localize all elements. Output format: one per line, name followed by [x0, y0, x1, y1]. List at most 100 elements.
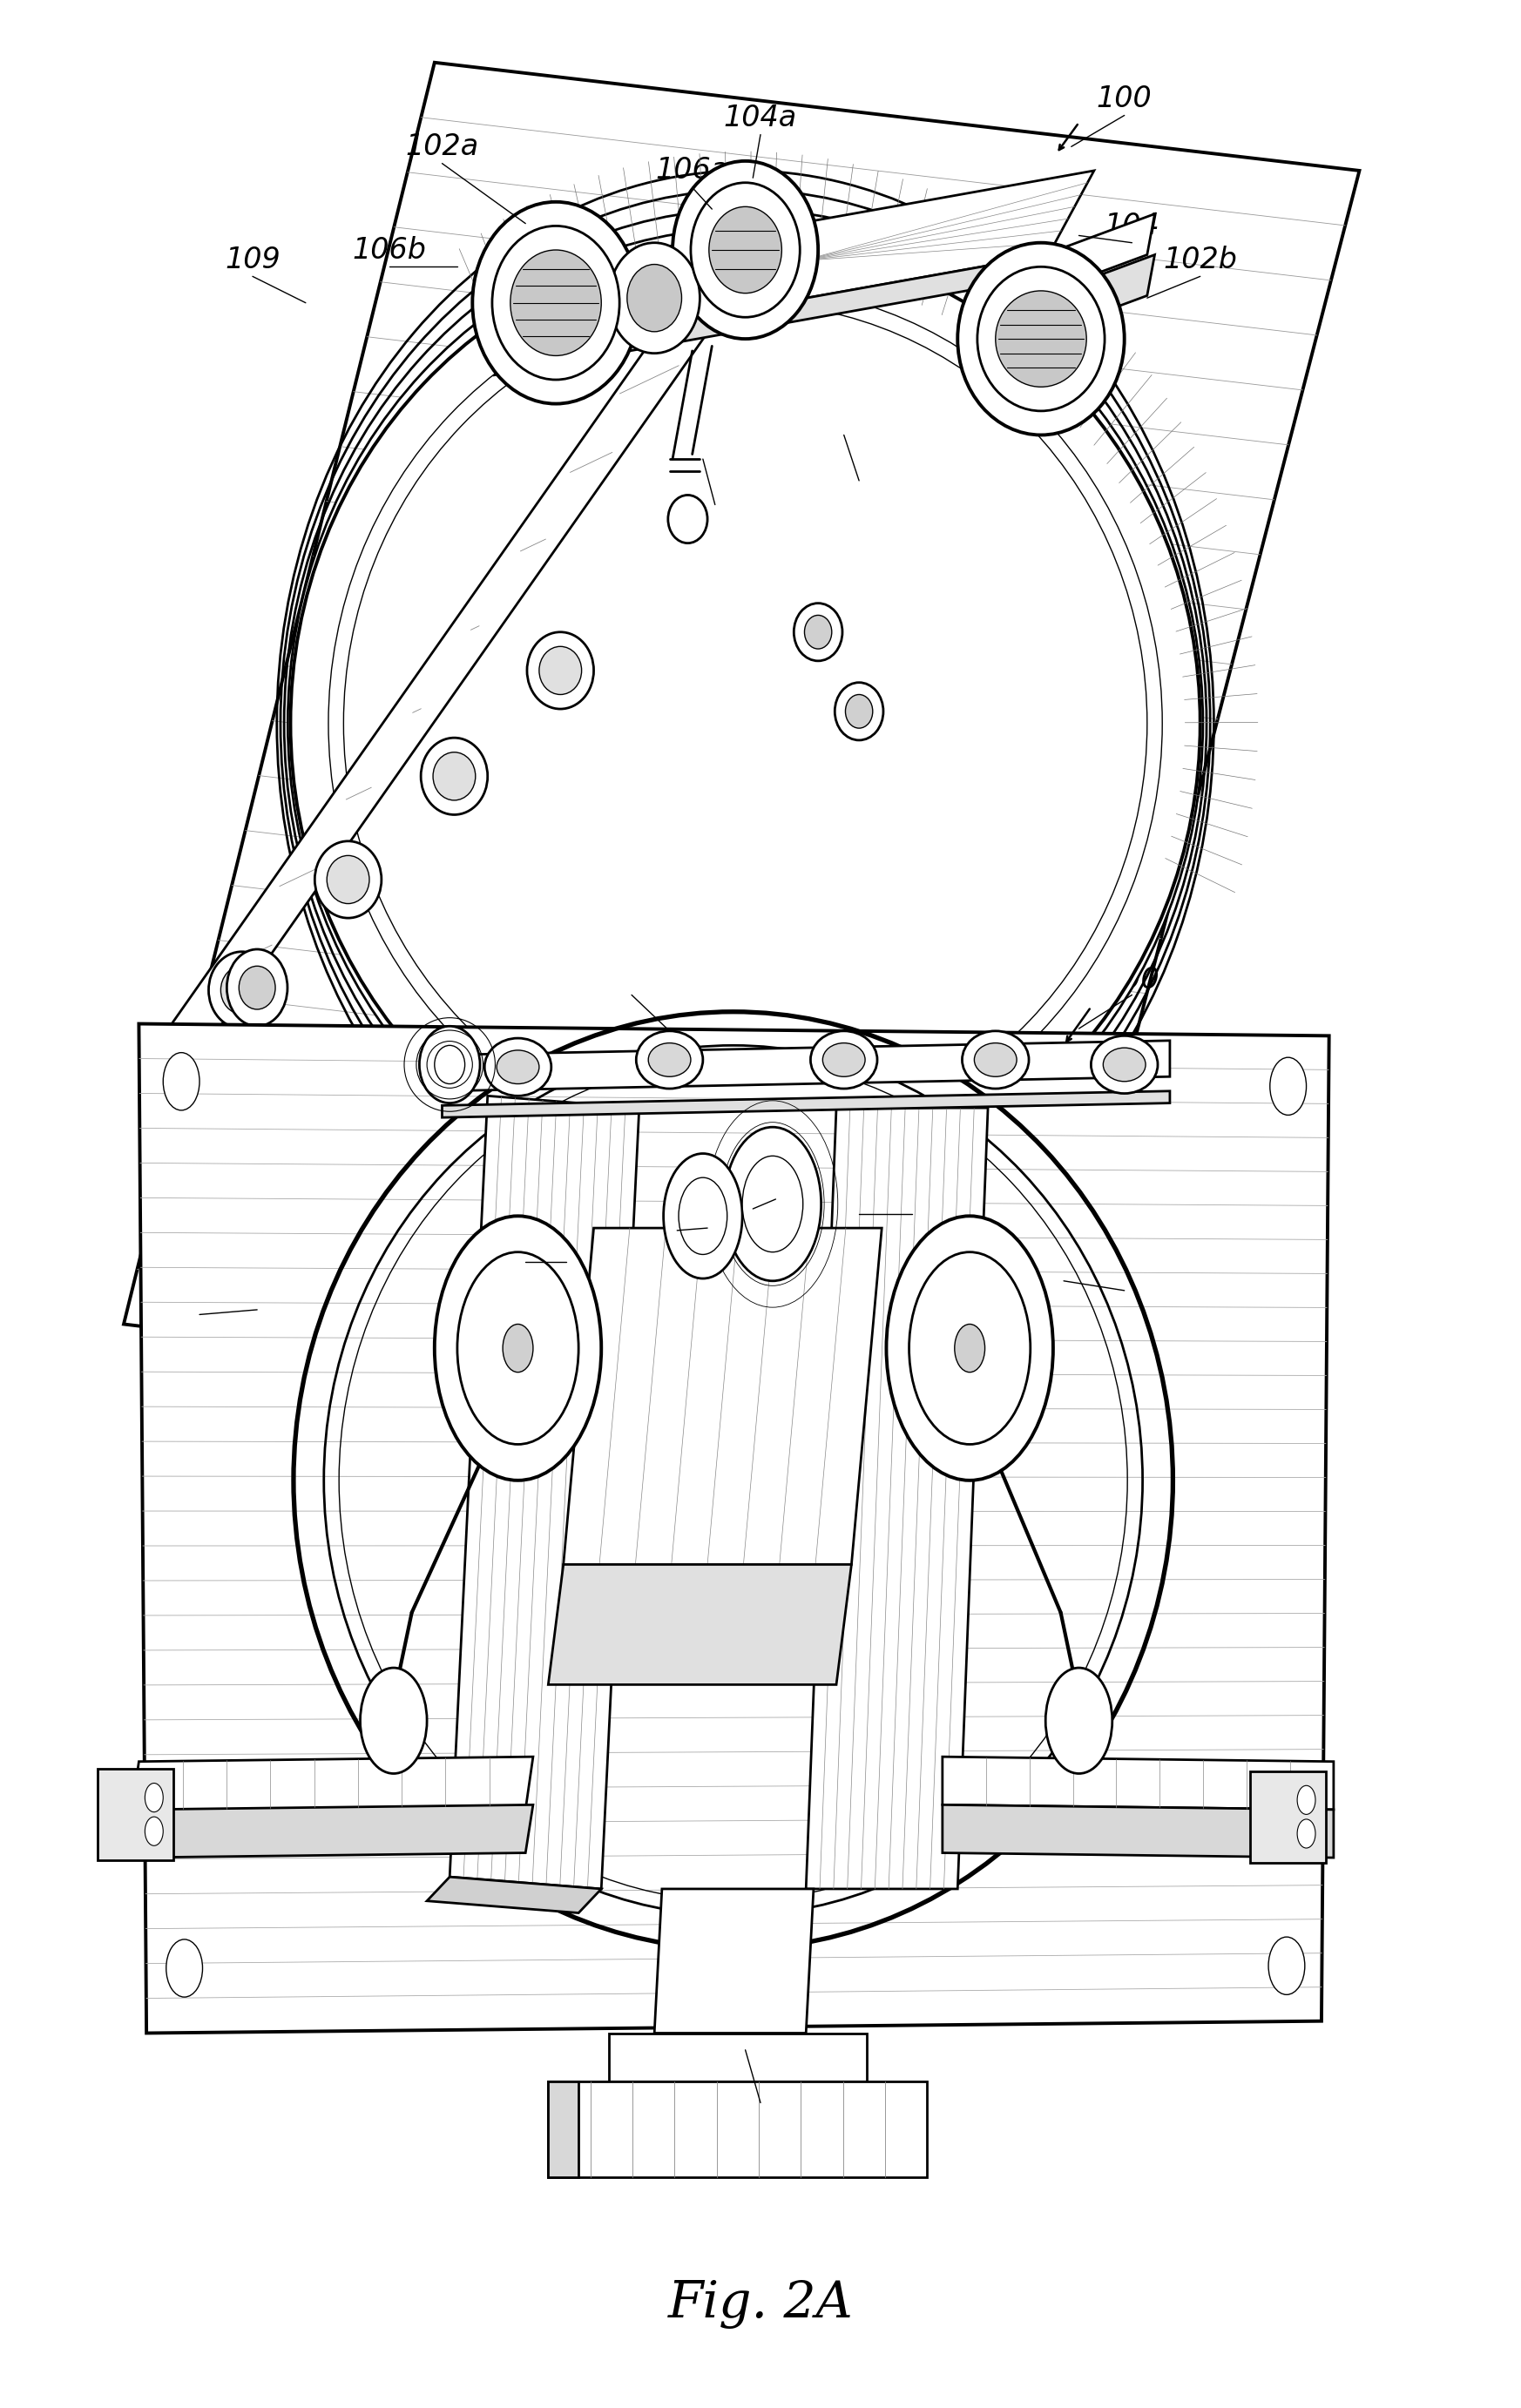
Ellipse shape: [663, 1153, 742, 1279]
Text: 104a: 104a: [876, 1185, 949, 1214]
Ellipse shape: [327, 855, 370, 903]
Ellipse shape: [975, 1043, 1016, 1076]
Ellipse shape: [1269, 1936, 1305, 1994]
Ellipse shape: [996, 291, 1086, 388]
Polygon shape: [1056, 255, 1154, 330]
Ellipse shape: [958, 243, 1124, 436]
Polygon shape: [97, 1770, 173, 1859]
Ellipse shape: [823, 1043, 865, 1076]
Ellipse shape: [421, 737, 488, 814]
Polygon shape: [131, 1804, 532, 1857]
Text: 102b: 102b: [163, 1286, 236, 1315]
Ellipse shape: [811, 1031, 878, 1088]
Text: 104b: 104b: [821, 450, 896, 479]
Ellipse shape: [910, 1252, 1030, 1445]
Ellipse shape: [608, 243, 700, 354]
Ellipse shape: [978, 267, 1104, 412]
Ellipse shape: [360, 1669, 427, 1775]
Polygon shape: [443, 1040, 1170, 1091]
Ellipse shape: [672, 161, 818, 340]
Ellipse shape: [1270, 1057, 1307, 1115]
Ellipse shape: [955, 1324, 986, 1373]
Polygon shape: [131, 1758, 532, 1813]
Ellipse shape: [485, 1038, 551, 1096]
Ellipse shape: [1091, 1035, 1157, 1093]
Ellipse shape: [503, 1324, 532, 1373]
Ellipse shape: [497, 1050, 538, 1084]
Ellipse shape: [648, 1043, 691, 1076]
Ellipse shape: [435, 1045, 465, 1084]
Ellipse shape: [1045, 1669, 1112, 1775]
Ellipse shape: [493, 226, 619, 380]
Text: Fig. 2A: Fig. 2A: [668, 2280, 853, 2329]
Ellipse shape: [315, 840, 382, 917]
Ellipse shape: [473, 202, 639, 405]
Polygon shape: [427, 1876, 601, 1912]
Ellipse shape: [144, 1784, 163, 1811]
Ellipse shape: [636, 1031, 703, 1088]
Text: 109: 109: [225, 246, 280, 275]
Ellipse shape: [709, 207, 782, 294]
Ellipse shape: [1103, 1047, 1145, 1081]
Text: 106a: 106a: [656, 157, 729, 185]
Text: 106b: 106b: [640, 1202, 713, 1230]
Ellipse shape: [435, 1216, 601, 1481]
Polygon shape: [496, 255, 1048, 376]
Text: 102c: 102c: [680, 474, 751, 503]
Polygon shape: [443, 1091, 1170, 1117]
Text: 100: 100: [1097, 84, 1151, 113]
Ellipse shape: [526, 631, 593, 708]
Ellipse shape: [742, 1156, 803, 1252]
Ellipse shape: [208, 951, 275, 1028]
Polygon shape: [146, 279, 745, 1060]
Polygon shape: [608, 2032, 867, 2081]
Text: 104: 104: [733, 2073, 788, 2102]
Polygon shape: [563, 1228, 882, 1565]
Ellipse shape: [678, 1178, 727, 1255]
Text: 102b: 102b: [1164, 246, 1237, 275]
Ellipse shape: [963, 1031, 1028, 1088]
Ellipse shape: [163, 1052, 199, 1110]
Ellipse shape: [805, 614, 832, 648]
Polygon shape: [806, 1108, 989, 1888]
Ellipse shape: [221, 966, 263, 1014]
Polygon shape: [943, 1758, 1334, 1808]
Ellipse shape: [239, 966, 275, 1009]
Polygon shape: [548, 2081, 928, 2177]
Ellipse shape: [668, 496, 707, 544]
Text: 104: 104: [1104, 212, 1159, 241]
Text: 106b: 106b: [351, 236, 426, 265]
Ellipse shape: [511, 250, 601, 356]
Polygon shape: [123, 63, 1360, 1433]
Ellipse shape: [1297, 1818, 1316, 1847]
Polygon shape: [548, 1565, 852, 1686]
Text: 102a: 102a: [1088, 1262, 1161, 1291]
Ellipse shape: [835, 681, 884, 739]
Polygon shape: [1056, 214, 1154, 289]
Ellipse shape: [724, 1127, 821, 1281]
Ellipse shape: [627, 265, 681, 332]
Text: 102c: 102c: [596, 966, 668, 995]
Text: 104b: 104b: [488, 1233, 563, 1262]
Text: 104a: 104a: [724, 104, 797, 132]
Text: Fig. 1: Fig. 1: [199, 1430, 348, 1481]
Text: 102a: 102a: [406, 132, 479, 161]
Polygon shape: [943, 1804, 1334, 1857]
Ellipse shape: [458, 1252, 578, 1445]
Ellipse shape: [287, 229, 1203, 1218]
Polygon shape: [1250, 1772, 1326, 1861]
Ellipse shape: [1297, 1787, 1316, 1813]
Ellipse shape: [538, 645, 581, 694]
Ellipse shape: [166, 1938, 202, 1996]
Polygon shape: [654, 1888, 814, 2032]
Polygon shape: [548, 2081, 578, 2177]
Ellipse shape: [794, 604, 843, 660]
Ellipse shape: [846, 694, 873, 727]
Ellipse shape: [433, 751, 476, 799]
Polygon shape: [138, 1023, 1329, 2032]
Ellipse shape: [887, 1216, 1053, 1481]
Ellipse shape: [691, 183, 800, 318]
Ellipse shape: [227, 949, 287, 1026]
Ellipse shape: [291, 243, 1200, 1204]
Text: 100: 100: [1104, 966, 1159, 995]
